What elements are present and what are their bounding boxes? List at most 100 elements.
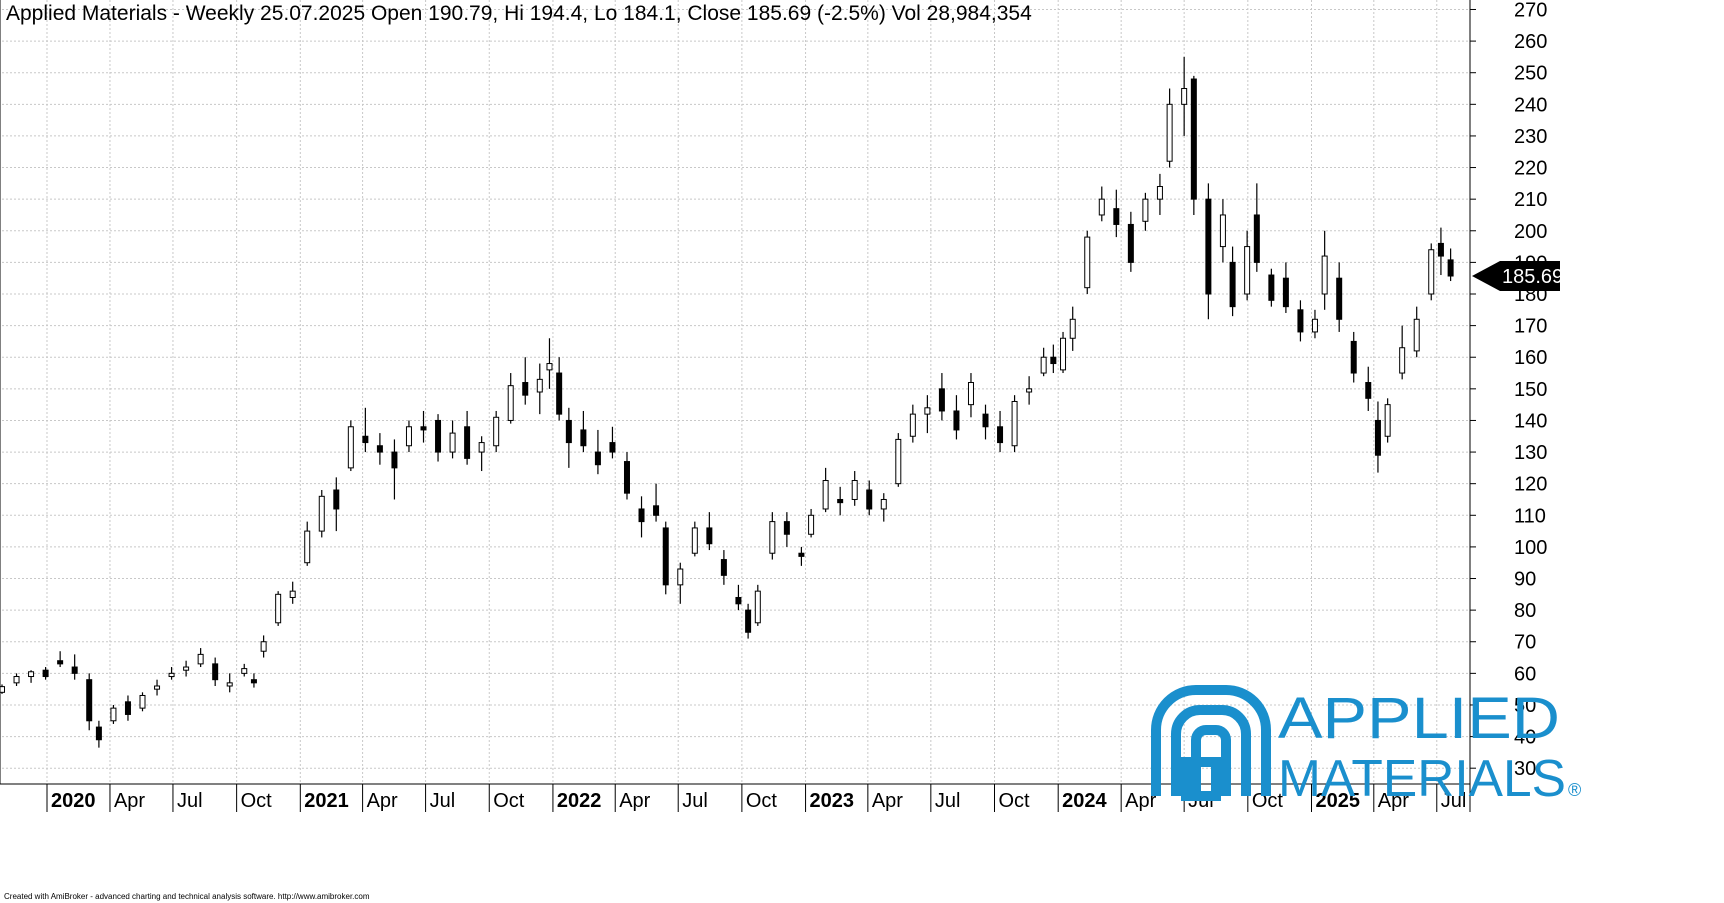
candle-up [28, 671, 35, 678]
candle-down [609, 442, 616, 453]
candle-down [594, 451, 601, 466]
y-tick-label: 230 [1514, 126, 1547, 148]
candle-down [124, 701, 131, 715]
candle-down [1350, 340, 1357, 374]
candle-down [1447, 259, 1454, 277]
candle-up [536, 378, 543, 393]
x-tick-label: 2023 [810, 790, 855, 812]
candle-down [1374, 419, 1381, 456]
candle-up [924, 407, 931, 415]
x-tick-label: Apr [367, 790, 398, 812]
x-tick-label: 2020 [51, 790, 96, 812]
candle-down [212, 663, 219, 681]
candle-down [250, 679, 257, 684]
candle-down [1229, 261, 1236, 308]
x-tick-label: Oct [999, 790, 1031, 812]
candle-down [42, 669, 49, 678]
candle-down [1336, 277, 1343, 320]
y-tick-label: 170 [1514, 316, 1547, 338]
candle-down [1365, 382, 1372, 399]
candle-down [1050, 356, 1057, 365]
logo-wordmark-applied: APPLIED [1278, 686, 1560, 751]
x-tick-label: Apr [619, 790, 650, 812]
candle-up [895, 438, 902, 485]
candle-up [1040, 356, 1047, 374]
candle-up [1060, 337, 1067, 371]
candle-up [1219, 214, 1226, 248]
candle-up [754, 590, 761, 624]
y-tick-label: 260 [1514, 31, 1547, 53]
candle-up [691, 527, 698, 554]
last-price-flag [1472, 261, 1560, 292]
x-tick-label: Jul [177, 790, 203, 812]
candle-up [1026, 388, 1033, 393]
y-tick-label: 100 [1514, 537, 1547, 559]
x-tick-label: Oct [493, 790, 525, 812]
candle-up [1142, 198, 1149, 222]
candle-down [565, 419, 572, 444]
candle-down [623, 461, 630, 494]
candle-down [662, 527, 669, 586]
y-tick-label: 40 [1514, 727, 1536, 749]
candle-down [580, 429, 587, 447]
x-tick-label: 2022 [557, 790, 602, 812]
candle-up [1181, 88, 1188, 105]
candle-up [405, 426, 412, 447]
candle-up [318, 495, 325, 532]
candle-up [880, 498, 887, 510]
y-tick-label: 140 [1514, 410, 1547, 432]
candle-up [241, 668, 248, 674]
y-tick-label: 240 [1514, 94, 1547, 116]
candle-up [0, 686, 5, 693]
y-tick-label: 270 [1514, 0, 1547, 21]
y-tick-label: 220 [1514, 158, 1547, 180]
candle-up [478, 442, 485, 453]
y-tick-label: 130 [1514, 442, 1547, 464]
candle-down [435, 419, 442, 453]
x-tick-label: Apr [114, 790, 145, 812]
candle-down [982, 413, 989, 428]
candle-up [289, 590, 296, 598]
y-tick-label: 120 [1514, 474, 1547, 496]
candle-down [1127, 223, 1134, 263]
candle-up [1156, 186, 1163, 200]
y-tick-label: 60 [1514, 663, 1536, 685]
x-tick-label: 2025 [1316, 790, 1361, 812]
candle-up [851, 480, 858, 500]
registered-mark-icon: ® [1568, 780, 1581, 800]
x-tick-label: Oct [1252, 790, 1284, 812]
candle-up [507, 385, 514, 421]
candle-up [967, 382, 974, 406]
y-tick-label: 250 [1514, 63, 1547, 85]
y-tick-label: 80 [1514, 600, 1536, 622]
candle-down [1268, 274, 1275, 301]
candle-down [953, 410, 960, 431]
candle-down [1205, 198, 1212, 295]
candle-up [183, 666, 190, 671]
candle-down [464, 426, 471, 459]
x-tick-label: Oct [746, 790, 778, 812]
candle-up [154, 685, 161, 690]
candle-up [139, 694, 146, 709]
candle-up [677, 568, 684, 586]
candle-up [347, 426, 354, 469]
y-tick-label: 200 [1514, 221, 1547, 243]
candle-down [735, 596, 742, 605]
candle-up [493, 416, 500, 447]
candle-up [197, 653, 204, 665]
candle-down [1297, 309, 1304, 333]
y-tick-label: 110 [1514, 505, 1546, 527]
candle-down [376, 445, 383, 453]
candle-down [86, 679, 93, 722]
y-axis: 3040506070809010011012013014015016017018… [1470, 0, 1547, 780]
candle-up [1011, 400, 1018, 447]
candle-up [1428, 249, 1435, 295]
candle-up [1384, 404, 1391, 437]
candle-down [938, 388, 945, 412]
candle-down [556, 372, 563, 415]
candle-down [71, 666, 78, 674]
candle-down [706, 527, 713, 545]
x-tick-label: Apr [1125, 790, 1156, 812]
x-tick-label: Jul [430, 790, 456, 812]
